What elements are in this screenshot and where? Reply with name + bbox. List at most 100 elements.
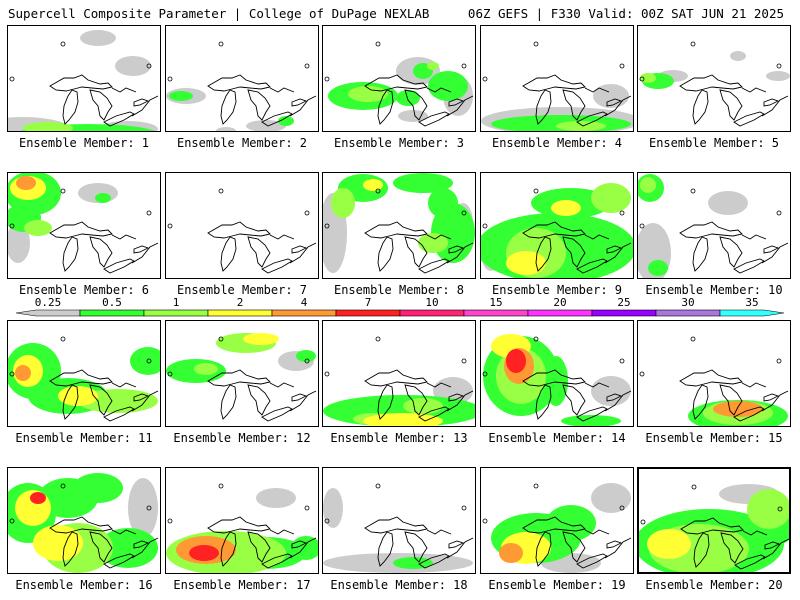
ensemble-member-label: Ensemble Member: 10 bbox=[645, 283, 783, 297]
scp-field-map bbox=[166, 333, 317, 422]
island-marker bbox=[324, 76, 330, 82]
scp-field-map bbox=[638, 174, 789, 278]
island-marker bbox=[9, 371, 15, 377]
island-marker bbox=[324, 371, 330, 377]
coastline bbox=[741, 87, 767, 93]
coastline bbox=[606, 245, 623, 254]
scp-field-map bbox=[324, 41, 474, 127]
coastline bbox=[364, 369, 428, 387]
scp-contour-area bbox=[278, 116, 294, 126]
colorbar-segment bbox=[719, 309, 785, 317]
island-marker bbox=[375, 41, 381, 47]
coastline bbox=[733, 111, 765, 127]
coastline bbox=[522, 516, 586, 534]
colorbar-segment bbox=[655, 309, 721, 317]
colorbar-segment bbox=[527, 309, 593, 317]
coastline bbox=[62, 384, 79, 420]
ensemble-member-label: Ensemble Member: 13 bbox=[330, 431, 468, 445]
coastline bbox=[426, 87, 452, 93]
coastline bbox=[584, 529, 610, 535]
colorbar-segment bbox=[79, 309, 145, 317]
ensemble-map-panel bbox=[480, 467, 634, 574]
coastline bbox=[535, 89, 552, 125]
island-marker bbox=[639, 223, 645, 229]
coastline bbox=[741, 234, 767, 240]
island-marker bbox=[533, 188, 539, 194]
coastline bbox=[247, 236, 271, 268]
island-marker bbox=[482, 76, 488, 82]
coastline bbox=[103, 258, 135, 274]
island-marker bbox=[218, 483, 224, 489]
coastline bbox=[220, 89, 237, 125]
scp-field-map bbox=[481, 41, 633, 131]
coastline bbox=[291, 540, 308, 549]
ensemble-member-label: Ensemble Member: 9 bbox=[491, 283, 623, 297]
ensemble-map-panel bbox=[7, 172, 161, 279]
coastline bbox=[584, 382, 610, 388]
coastline bbox=[247, 531, 271, 563]
coastline bbox=[207, 369, 271, 387]
coastline bbox=[377, 531, 394, 567]
scp-contour-area bbox=[593, 84, 629, 108]
coastline bbox=[247, 384, 271, 416]
ensemble-map-panel bbox=[165, 467, 319, 574]
island-marker bbox=[60, 336, 66, 342]
scp-contour-area bbox=[15, 365, 31, 381]
coastline bbox=[62, 89, 79, 125]
colorbar-segment bbox=[15, 309, 81, 317]
colorbar-tick-label: 15 bbox=[489, 296, 503, 309]
map-title: Supercell Composite Parameter | College … bbox=[8, 6, 430, 21]
coastline bbox=[247, 89, 271, 121]
coastline bbox=[377, 384, 394, 420]
coastline bbox=[426, 382, 452, 388]
scp-contour-area bbox=[546, 505, 596, 541]
coastline bbox=[269, 234, 295, 240]
coastline bbox=[679, 221, 743, 239]
island-marker bbox=[461, 505, 467, 511]
island-marker bbox=[533, 483, 539, 489]
coastline bbox=[364, 516, 428, 534]
coastline bbox=[535, 531, 552, 567]
coastline bbox=[220, 531, 237, 567]
ensemble-member-label: Ensemble Member: 18 bbox=[330, 578, 468, 592]
ensemble-map-panel bbox=[322, 467, 476, 574]
ensemble-member-label: Ensemble Member: 11 bbox=[15, 431, 153, 445]
island-marker bbox=[375, 483, 381, 489]
island-marker bbox=[304, 210, 310, 216]
coastline bbox=[418, 111, 450, 127]
scp-contour-area bbox=[403, 398, 443, 414]
island-marker bbox=[776, 210, 782, 216]
island-marker bbox=[776, 358, 782, 364]
island-marker bbox=[619, 210, 625, 216]
coastline bbox=[111, 382, 137, 388]
island-marker bbox=[167, 223, 173, 229]
scp-contour-area bbox=[95, 193, 111, 203]
coastline bbox=[377, 236, 394, 272]
island-marker bbox=[60, 188, 66, 194]
island-marker bbox=[167, 518, 173, 524]
scp-contour-area bbox=[331, 188, 355, 218]
coastline bbox=[111, 234, 137, 240]
ensemble-map-panel bbox=[637, 467, 791, 574]
scp-contour-area bbox=[730, 51, 746, 61]
island-marker bbox=[60, 483, 66, 489]
island-marker bbox=[777, 506, 783, 512]
coastline bbox=[692, 89, 709, 125]
colorbar bbox=[15, 309, 785, 317]
scp-contour-area bbox=[591, 483, 631, 513]
scp-contour-area bbox=[713, 401, 763, 417]
coastline bbox=[604, 537, 632, 559]
coastline bbox=[426, 529, 452, 535]
coastline bbox=[269, 529, 295, 535]
scp-contour-area bbox=[30, 492, 46, 504]
colorbar-tick-label: 4 bbox=[300, 296, 308, 309]
island-marker bbox=[533, 336, 539, 342]
coastline bbox=[576, 553, 608, 569]
island-marker bbox=[218, 336, 224, 342]
coastline bbox=[111, 529, 137, 535]
island-marker bbox=[690, 41, 696, 47]
scp-contour-area bbox=[647, 529, 691, 559]
scp-contour-area bbox=[130, 347, 160, 375]
island-marker bbox=[461, 358, 467, 364]
coastline bbox=[680, 517, 744, 535]
